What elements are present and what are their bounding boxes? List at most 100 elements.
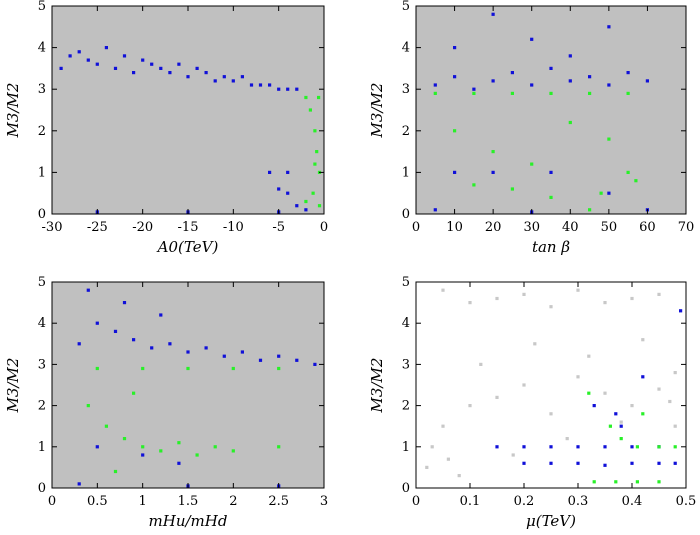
y-tick-label: 3 (38, 82, 46, 97)
x-tick-label: -20 (132, 220, 153, 235)
scatter-panel-3: 0 0.5 1 1.5 2 2.5 3 0 1 2 3 4 5 mHu/mHd M3/M2 (4, 275, 328, 530)
point-blue-12 (453, 46, 457, 50)
point-blue-15 (122, 301, 127, 305)
point-grey-21 (603, 391, 607, 395)
x-tick-label: 0.5 (87, 494, 108, 509)
y-tick-label: 0 (402, 207, 410, 222)
point-grey-29 (668, 399, 672, 404)
point-blue-30 (286, 191, 290, 195)
point-blue-1 (453, 75, 457, 79)
point-green-7 (614, 480, 618, 484)
point-green-6 (304, 199, 308, 204)
point-green-7 (317, 204, 322, 208)
point-grey-4 (549, 305, 553, 309)
point-green-4 (588, 91, 592, 95)
point-blue-5 (104, 46, 108, 50)
y-tick-label: 3 (402, 357, 410, 372)
scatter-panel-2: 0 10 20 30 40 50 60 70 0 1 2 3 4 5 tan β M3/M2 (368, 0, 694, 256)
point-green-10 (641, 412, 645, 416)
point-green-3 (315, 150, 319, 154)
point-green-6 (453, 129, 457, 133)
point-blue-24 (277, 87, 281, 91)
point-blue-20 (607, 191, 611, 195)
point-blue-16 (641, 375, 645, 379)
point-grey-9 (479, 362, 483, 366)
point-blue-4 (150, 346, 154, 350)
point-blue-3 (86, 58, 90, 62)
point-blue-21 (433, 208, 437, 212)
point-grey-12 (641, 338, 645, 342)
point-green-11 (626, 170, 630, 174)
x-axis-label: A0(TeV) (156, 238, 219, 256)
point-grey-27 (565, 437, 569, 441)
point-blue-7 (122, 54, 127, 58)
y-tick-label: 0 (402, 481, 410, 496)
point-green-1 (141, 366, 145, 371)
point-blue-25 (286, 87, 290, 91)
point-blue-9 (607, 83, 611, 87)
point-blue-1 (68, 54, 72, 58)
point-green-6 (104, 424, 108, 428)
series-green (587, 391, 677, 484)
point-blue-9 (141, 58, 145, 62)
point-blue-20 (240, 75, 244, 79)
x-tick-label: 1 (139, 494, 147, 509)
point-blue-32 (304, 208, 308, 212)
point-green-12 (634, 179, 638, 183)
x-tick-label: 2.5 (268, 494, 289, 509)
y-axis-label: M3/M2 (368, 83, 386, 139)
y-tick-label: 4 (402, 316, 410, 331)
point-grey-3 (522, 292, 526, 296)
scatter-panel-1: -30 -25 -20 -15 -10 -5 0 0 1 2 3 4 5 A0(TeV) M3/M2 (4, 0, 328, 256)
point-blue-18 (222, 75, 226, 79)
point-blue-23 (268, 83, 272, 87)
point-blue-0 (495, 445, 499, 449)
x-tick-label: 10 (446, 220, 463, 235)
point-green-8 (313, 162, 317, 166)
point-grey-26 (511, 453, 515, 457)
point-blue-17 (679, 309, 683, 313)
point-blue-14 (186, 75, 190, 79)
x-tick-label: 70 (678, 220, 695, 235)
point-blue-18 (619, 424, 623, 428)
point-green-10 (177, 441, 181, 445)
point-green-3 (635, 445, 639, 449)
y-tick-label: 5 (38, 275, 46, 290)
point-green-4 (277, 366, 281, 371)
series-green (433, 91, 638, 212)
point-green-2 (619, 437, 623, 441)
point-blue-16 (568, 54, 572, 58)
x-axis-label: tan β (532, 238, 570, 256)
point-blue-7 (568, 79, 572, 83)
point-green-14 (588, 208, 592, 212)
x-tick-label: 20 (485, 220, 502, 235)
point-blue-16 (159, 313, 163, 317)
y-tick-label: 2 (38, 399, 46, 414)
point-blue-31 (295, 204, 299, 208)
point-green-9 (317, 95, 321, 100)
point-blue-8 (222, 354, 226, 358)
x-tick-label: -5 (272, 220, 285, 235)
point-blue-10 (258, 358, 263, 362)
point-green-1 (308, 108, 312, 112)
point-grey-25 (457, 474, 461, 478)
point-green-17 (549, 195, 553, 199)
point-blue-17 (95, 445, 99, 449)
point-grey-2 (495, 296, 499, 301)
point-blue-21 (249, 83, 254, 87)
point-grey-5 (576, 288, 580, 292)
point-blue-0 (433, 83, 437, 87)
x-tick-label: 0.2 (514, 494, 535, 509)
y-tick-label: 4 (38, 316, 46, 331)
x-tick-label: 0.4 (622, 494, 643, 509)
point-green-0 (95, 366, 99, 371)
point-grey-24 (673, 424, 677, 428)
point-blue-4 (603, 445, 607, 449)
point-grey-7 (630, 296, 634, 301)
point-grey-17 (495, 395, 499, 399)
point-blue-22 (258, 83, 263, 87)
point-green-15 (132, 391, 136, 395)
point-blue-9 (576, 461, 580, 465)
point-green-8 (530, 162, 534, 166)
x-axis-label: μ(TeV) (526, 512, 576, 530)
